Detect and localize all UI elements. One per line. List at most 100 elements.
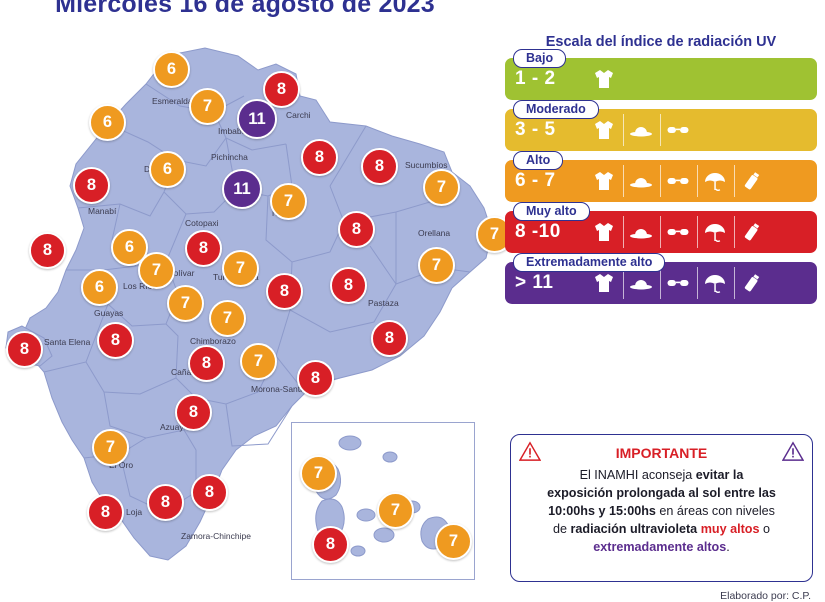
sunscreen-icon (734, 216, 769, 248)
scale-level-range: 8 -10 (515, 221, 561, 242)
province-label: Carchi (286, 110, 311, 120)
uv-index-badge: 7 (167, 285, 204, 322)
scale-level-range: 3 - 5 (515, 119, 556, 140)
uv-index-badge: 11 (237, 99, 277, 139)
scale-level-name: Extremadamente alto (513, 253, 666, 272)
province-label: Los Ríos (123, 281, 157, 291)
shirt-icon (587, 267, 621, 299)
scale-level-range: 1 - 2 (515, 68, 556, 89)
imp-line3-bold: 10:00hs y 15:00hs (548, 504, 656, 518)
province-label: Loja (126, 507, 143, 517)
scale-row: > 11 Extremadamente alto (505, 253, 817, 304)
umbrella-icon (697, 216, 732, 248)
sunscreen-icon (734, 165, 769, 197)
uv-index-badge: 8 (301, 139, 338, 176)
scale-row: 3 - 5 Moderado (505, 100, 817, 151)
scale-title: Escala del índice de radiación UV (545, 34, 777, 50)
uv-index-badge: 7 (209, 300, 246, 337)
page-title: Miércoles 16 de agosto de 2023 (55, 0, 435, 18)
province-label: Manabí (88, 206, 117, 216)
uv-index-badge: 7 (418, 247, 455, 284)
scale-level-range: > 11 (515, 272, 554, 293)
uv-index-badge: 7 (240, 343, 277, 380)
province-label: Pastaza (368, 298, 399, 308)
warning-icon (519, 441, 541, 461)
warning-icon (782, 441, 804, 461)
uv-index-badge: 8 (188, 345, 225, 382)
province-label: Bolívar (168, 268, 195, 278)
scale-level-name: Moderado (513, 100, 599, 119)
hat-icon (623, 114, 658, 146)
scale-level-name: Bajo (513, 49, 567, 68)
uv-index-badge: 7 (423, 169, 460, 206)
uv-index-badge: 7 (92, 429, 129, 466)
shirt-icon (587, 216, 621, 248)
uv-index-badge: 8 (330, 267, 367, 304)
uv-index-badge: 7 (300, 455, 337, 492)
sunscreen-icon (734, 267, 769, 299)
uv-index-badge: 8 (263, 71, 300, 108)
scale-level-bar: 8 -10 (505, 211, 817, 253)
ecuador-uv-map: Esmeraldas Carchi Imbabura Pichincha Sucumbí… (0, 26, 513, 600)
uv-index-badge: 7 (189, 88, 226, 125)
uv-index-badge: 6 (111, 229, 148, 266)
umbrella-icon (697, 165, 732, 197)
uv-index-badge: 6 (149, 151, 186, 188)
scale-level-name: Muy alto (513, 202, 590, 221)
hat-icon (623, 216, 658, 248)
province-label: Zamora-Chinchipe (181, 531, 251, 541)
protection-icons (587, 63, 621, 95)
umbrella-icon (697, 267, 732, 299)
uv-index-badge: 8 (312, 526, 349, 563)
shirt-icon (587, 114, 621, 146)
uv-index-badge: 8 (175, 394, 212, 431)
uv-index-badge: 8 (73, 167, 110, 204)
scale-row: 6 - 7 Alto (505, 151, 817, 202)
important-text: El INAMHI aconseja evitar la exposición … (523, 466, 800, 556)
imp-line4-pre: de (552, 522, 571, 536)
province-label: El Oro (109, 460, 134, 470)
province-label: Pichincha (211, 152, 248, 162)
scale-level-name: Alto (513, 151, 564, 170)
shirt-icon (587, 63, 621, 95)
shirt-icon (587, 165, 621, 197)
scale-row: 8 -10 Muy alto (505, 202, 817, 253)
uv-index-badge: 8 (185, 230, 222, 267)
uv-index-badge: 7 (222, 250, 259, 287)
uv-index-badge: 8 (266, 273, 303, 310)
province-label: Imbabura (218, 126, 254, 136)
hat-icon (623, 267, 658, 299)
imp-line1-bold: evitar la (695, 468, 744, 482)
province-label: D (144, 164, 151, 174)
protection-icons (587, 114, 695, 146)
province-label: Orellana (418, 228, 451, 238)
uv-index-badge: 6 (153, 51, 190, 88)
imp-line3-post: en áreas con niveles (655, 504, 775, 518)
province-label: Cañar (171, 367, 195, 377)
province-label: Santa Elena (44, 337, 91, 347)
uv-index-badge: 11 (222, 169, 262, 209)
uv-index-badge: 8 (191, 474, 228, 511)
protection-icons (587, 267, 769, 299)
uv-index-badge: 7 (435, 523, 472, 560)
imp-line4-red: muy altos (700, 522, 760, 536)
sunglasses-icon (660, 165, 695, 197)
important-title: IMPORTANTE (615, 445, 708, 461)
scale-list: 1 - 2 Bajo 3 - 5 Moderado 6 - 7 Alto 8 -10 Muy … (505, 49, 817, 304)
imp-line2-bold: exposición prolongada al sol entre las (547, 486, 776, 500)
province-label: Esmeraldas (152, 96, 197, 106)
uv-index-badge: 8 (97, 322, 134, 359)
uv-index-badge: 6 (89, 104, 126, 141)
protection-icons (587, 165, 769, 197)
sunglasses-icon (660, 114, 695, 146)
province-label: Azuay (160, 422, 184, 432)
protection-icons (587, 216, 769, 248)
uv-index-badge: 7 (138, 252, 175, 289)
scale-level-range: 6 - 7 (515, 170, 556, 191)
uv-index-badge: 8 (87, 494, 124, 531)
uv-index-badge: 8 (6, 331, 43, 368)
hat-icon (623, 165, 658, 197)
imp-line1-pre: El INAMHI aconseja (579, 468, 696, 482)
uv-index-badge: 6 (81, 269, 118, 306)
